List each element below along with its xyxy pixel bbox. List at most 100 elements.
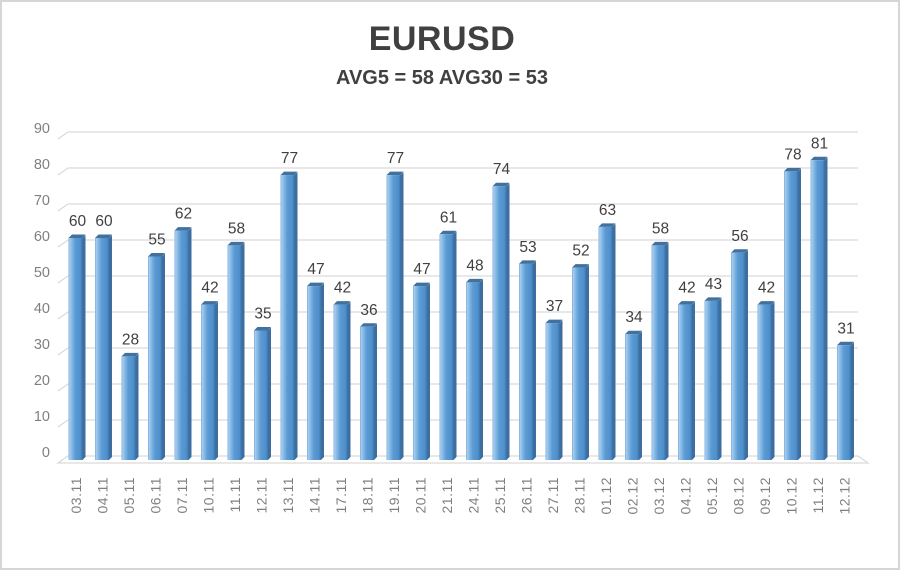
bar-side-face xyxy=(718,297,722,460)
x-tick-label: 05.12 xyxy=(704,477,720,515)
bar xyxy=(68,238,83,460)
bar-top-face xyxy=(492,182,510,187)
gridline-depth-tick xyxy=(57,131,69,140)
bar-side-face xyxy=(188,227,192,460)
x-tick-label: 12.11 xyxy=(254,477,270,514)
bar-value-label: 61 xyxy=(440,209,457,226)
gridline-depth-tick xyxy=(57,167,69,176)
bar-top-face xyxy=(731,249,748,253)
bar-value-label: 47 xyxy=(413,261,430,278)
bar-top-face xyxy=(413,282,430,287)
bar-side-face xyxy=(427,283,430,460)
bar-top-face xyxy=(625,330,642,335)
bar-top-face xyxy=(519,260,536,264)
bar-side-face xyxy=(506,183,510,460)
bar-side-face xyxy=(692,301,695,460)
bar-side-face xyxy=(480,279,483,460)
bar-value-label: 60 xyxy=(95,213,113,230)
bar-top-face xyxy=(598,223,616,227)
x-tick-label: 26.11 xyxy=(519,477,535,514)
bar xyxy=(837,345,851,460)
bar-top-face xyxy=(810,156,828,161)
bar-side-face xyxy=(824,157,828,461)
x-tick-label: 11.12 xyxy=(810,477,826,514)
bar-value-label: 36 xyxy=(360,302,377,319)
bar xyxy=(254,330,268,460)
bar-top-face xyxy=(307,282,324,287)
bar-top-face xyxy=(572,264,589,268)
bar xyxy=(625,334,639,460)
x-tick-label: 04.11 xyxy=(95,477,111,514)
bar-value-label: 63 xyxy=(599,202,616,219)
bar xyxy=(651,245,666,460)
bar xyxy=(439,234,454,460)
bar xyxy=(704,300,719,460)
bar xyxy=(333,304,348,460)
bar-value-label: 31 xyxy=(837,320,854,337)
bar-value-label: 52 xyxy=(572,243,589,260)
bar-side-face xyxy=(374,323,377,460)
bar-value-label: 35 xyxy=(254,306,271,323)
bar-top-face xyxy=(651,241,669,246)
bar-top-face xyxy=(360,323,377,327)
bar-top-face xyxy=(174,227,192,231)
y-tick-label: 30 xyxy=(34,337,50,353)
y-tick-label: 70 xyxy=(34,193,50,209)
bar-side-face xyxy=(347,301,351,460)
bar xyxy=(360,326,374,460)
bar-side-face xyxy=(162,253,165,460)
bar-value-label: 55 xyxy=(148,232,165,249)
bar-side-face xyxy=(453,231,457,460)
x-tick-label: 20.11 xyxy=(413,477,429,514)
gridline-depth-tick xyxy=(57,419,69,428)
bar-side-face xyxy=(586,264,589,460)
bar-top-face xyxy=(121,352,139,357)
bar-top-face xyxy=(227,241,245,246)
bar xyxy=(280,175,295,460)
gridline-depth-tick xyxy=(57,311,69,320)
y-tick-label: 90 xyxy=(34,121,50,137)
bar-side-face xyxy=(135,353,139,460)
bar xyxy=(784,171,798,460)
x-tick-label: 17.11 xyxy=(333,477,349,514)
bar-value-label: 53 xyxy=(519,239,536,256)
bar-value-label: 77 xyxy=(387,150,404,167)
x-tick-label: 28.11 xyxy=(572,477,588,514)
x-tick-label: 25.11 xyxy=(492,477,508,514)
bar xyxy=(492,186,507,460)
x-tick-label: 01.12 xyxy=(598,477,614,515)
bar xyxy=(545,323,560,460)
x-tick-label: 08.12 xyxy=(731,477,747,515)
bar-value-label: 58 xyxy=(228,220,245,237)
x-tick-label: 03.12 xyxy=(651,477,667,515)
bar-value-label: 43 xyxy=(705,276,722,293)
bar-value-label: 42 xyxy=(678,280,695,297)
bar-top-face xyxy=(439,230,457,235)
bar-top-face xyxy=(837,341,854,346)
bar xyxy=(572,267,586,460)
bar xyxy=(174,230,189,460)
bar xyxy=(148,256,162,460)
gridline-depth-tick xyxy=(57,383,69,392)
bar-top-face xyxy=(68,234,86,238)
bar-value-label: 56 xyxy=(731,228,748,245)
x-tick-label: 10.11 xyxy=(201,477,217,514)
bar-top-face xyxy=(678,301,695,305)
bar xyxy=(201,304,215,460)
x-tick-label: 02.12 xyxy=(625,477,641,515)
bar-top-face xyxy=(333,301,351,305)
bar xyxy=(810,160,825,461)
gridline-depth-tick xyxy=(57,239,69,248)
bar-top-face xyxy=(466,278,483,283)
bar-side-face xyxy=(109,235,112,460)
y-tick-label: 50 xyxy=(34,265,50,281)
bar-top-face xyxy=(254,327,271,331)
bar-top-face xyxy=(95,234,112,238)
x-tick-label: 10.12 xyxy=(784,477,800,515)
bar-value-label: 42 xyxy=(758,280,775,297)
bar xyxy=(678,304,692,460)
bar-side-face xyxy=(771,301,775,460)
gridline-depth-tick xyxy=(57,275,69,284)
